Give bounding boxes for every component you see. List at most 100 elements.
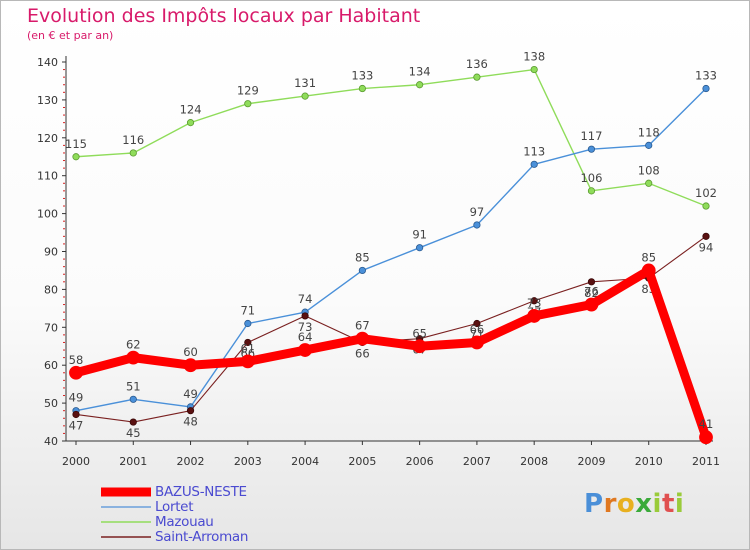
- x-tick-label: 2000: [62, 455, 90, 468]
- data-point-bazus-neste: [584, 297, 599, 312]
- y-tick-label: 140: [37, 56, 58, 69]
- x-tick-label: 2001: [119, 455, 147, 468]
- data-point-lortet: [244, 319, 252, 328]
- y-tick-label: 40: [44, 435, 58, 448]
- data-label-bazus-neste: 61: [240, 341, 255, 355]
- data-label-lortet: 118: [638, 125, 660, 139]
- legend-label-mazouau: Mazouau: [155, 514, 214, 530]
- data-label-lortet: 71: [240, 304, 255, 318]
- data-label-lortet: 117: [580, 129, 602, 143]
- data-label-bazus-neste: 85: [641, 250, 656, 264]
- data-point-mazouau: [473, 73, 481, 81]
- data-point-bazus-neste: [699, 430, 713, 445]
- data-point-bazus-neste: [412, 339, 427, 354]
- legend-label-bazus-neste: BAZUS-NESTE: [155, 484, 247, 500]
- data-point-mazouau: [186, 119, 195, 127]
- y-tick-label: 70: [44, 321, 58, 334]
- data-point-lortet: [530, 160, 538, 168]
- data-point-lortet: [416, 244, 424, 252]
- data-point-bazus-neste: [470, 335, 484, 350]
- data-point-mazouau: [530, 65, 538, 74]
- data-point-mazouau: [416, 81, 424, 89]
- data-label-lortet: 91: [412, 228, 427, 242]
- data-point-lortet: [645, 141, 653, 149]
- data-point-bazus-neste: [69, 365, 83, 380]
- data-point-saint-arroman: [530, 297, 538, 305]
- y-tick-label: 50: [44, 397, 58, 410]
- y-tick-label: 80: [44, 283, 58, 296]
- data-label-mazouau: 124: [180, 103, 202, 117]
- y-tick-label: 60: [44, 359, 58, 372]
- legend-swatch-mazouau: [101, 521, 151, 523]
- data-label-mazouau: 116: [122, 133, 144, 147]
- data-point-mazouau: [645, 179, 653, 187]
- data-point-mazouau: [244, 100, 252, 108]
- y-tick-label: 120: [37, 132, 58, 145]
- data-label-mazouau: 138: [523, 50, 545, 64]
- data-label-mazouau: 106: [580, 171, 602, 185]
- data-point-mazouau: [72, 153, 80, 161]
- legend-label-saint-arroman: Saint-Arroman: [155, 529, 249, 545]
- x-tick-label: 2003: [234, 455, 262, 468]
- data-point-lortet: [358, 266, 366, 275]
- data-label-bazus-neste: 76: [584, 285, 599, 299]
- data-point-bazus-neste: [183, 358, 198, 373]
- data-label-mazouau: 115: [65, 137, 87, 151]
- series-line-saint-arroman: [75, 235, 707, 423]
- chart-subtitle: (en € et par an): [27, 29, 114, 42]
- data-label-bazus-neste: 65: [412, 326, 427, 340]
- data-label-bazus-neste: 73: [527, 296, 542, 310]
- data-point-saint-arroman: [301, 312, 309, 320]
- data-point-bazus-neste: [355, 331, 370, 346]
- x-tick-label: 2010: [635, 455, 663, 468]
- y-tick-label: 90: [44, 246, 58, 259]
- legend-label-lortet: Lortet: [155, 499, 194, 515]
- data-label-mazouau: 136: [466, 57, 488, 71]
- proxiti-logo: Proxiti: [584, 489, 685, 519]
- data-label-lortet: 97: [470, 205, 485, 219]
- data-label-mazouau: 133: [351, 69, 373, 83]
- x-tick-label: 2011: [692, 455, 720, 468]
- data-label-lortet: 49: [69, 391, 84, 405]
- data-label-mazouau: 134: [409, 65, 431, 79]
- data-label-bazus-neste: 41: [699, 417, 714, 431]
- data-point-bazus-neste: [641, 263, 656, 278]
- chart-title: Evolution des Impôts locaux par Habitant: [27, 5, 421, 27]
- data-label-lortet: 113: [523, 144, 545, 158]
- data-point-mazouau: [702, 202, 710, 210]
- x-tick-label: 2009: [577, 455, 605, 468]
- data-point-mazouau: [301, 92, 309, 100]
- y-tick-label: 100: [37, 208, 58, 221]
- data-label-bazus-neste: 64: [298, 330, 313, 344]
- data-point-saint-arroman: [587, 278, 596, 286]
- data-point-saint-arroman: [186, 407, 195, 415]
- legend-swatch-lortet: [101, 506, 151, 508]
- data-label-saint-arroman: 47: [69, 418, 84, 432]
- data-label-saint-arroman: 45: [126, 426, 141, 440]
- data-label-lortet: 133: [695, 69, 717, 83]
- data-point-lortet: [473, 221, 481, 229]
- data-label-lortet: 85: [355, 250, 370, 264]
- x-tick-label: 2008: [520, 455, 548, 468]
- x-tick-label: 2006: [406, 455, 434, 468]
- data-point-lortet: [587, 145, 596, 153]
- data-label-bazus-neste: 60: [183, 345, 198, 359]
- data-point-saint-arroman: [702, 232, 710, 240]
- data-label-saint-arroman: 48: [183, 415, 198, 429]
- data-point-mazouau: [587, 187, 596, 195]
- data-label-saint-arroman: 94: [699, 240, 714, 254]
- data-point-saint-arroman: [244, 338, 252, 347]
- line-chart: 40 50 60 70 80 90 100 110 120 130 140 2000 2001 2002 2…: [37, 50, 720, 468]
- data-label-mazouau: 108: [638, 163, 660, 177]
- data-point-saint-arroman: [473, 319, 481, 328]
- data-label-mazouau: 129: [237, 84, 259, 98]
- data-point-mazouau: [358, 84, 366, 93]
- data-point-lortet: [129, 395, 137, 403]
- series-line-lortet: [75, 87, 707, 412]
- data-point-bazus-neste: [126, 350, 141, 365]
- data-label-saint-arroman: 73: [298, 320, 313, 334]
- data-point-bazus-neste: [527, 309, 542, 323]
- x-tick-label: 2002: [177, 455, 205, 468]
- series-line-mazouau: [75, 68, 707, 207]
